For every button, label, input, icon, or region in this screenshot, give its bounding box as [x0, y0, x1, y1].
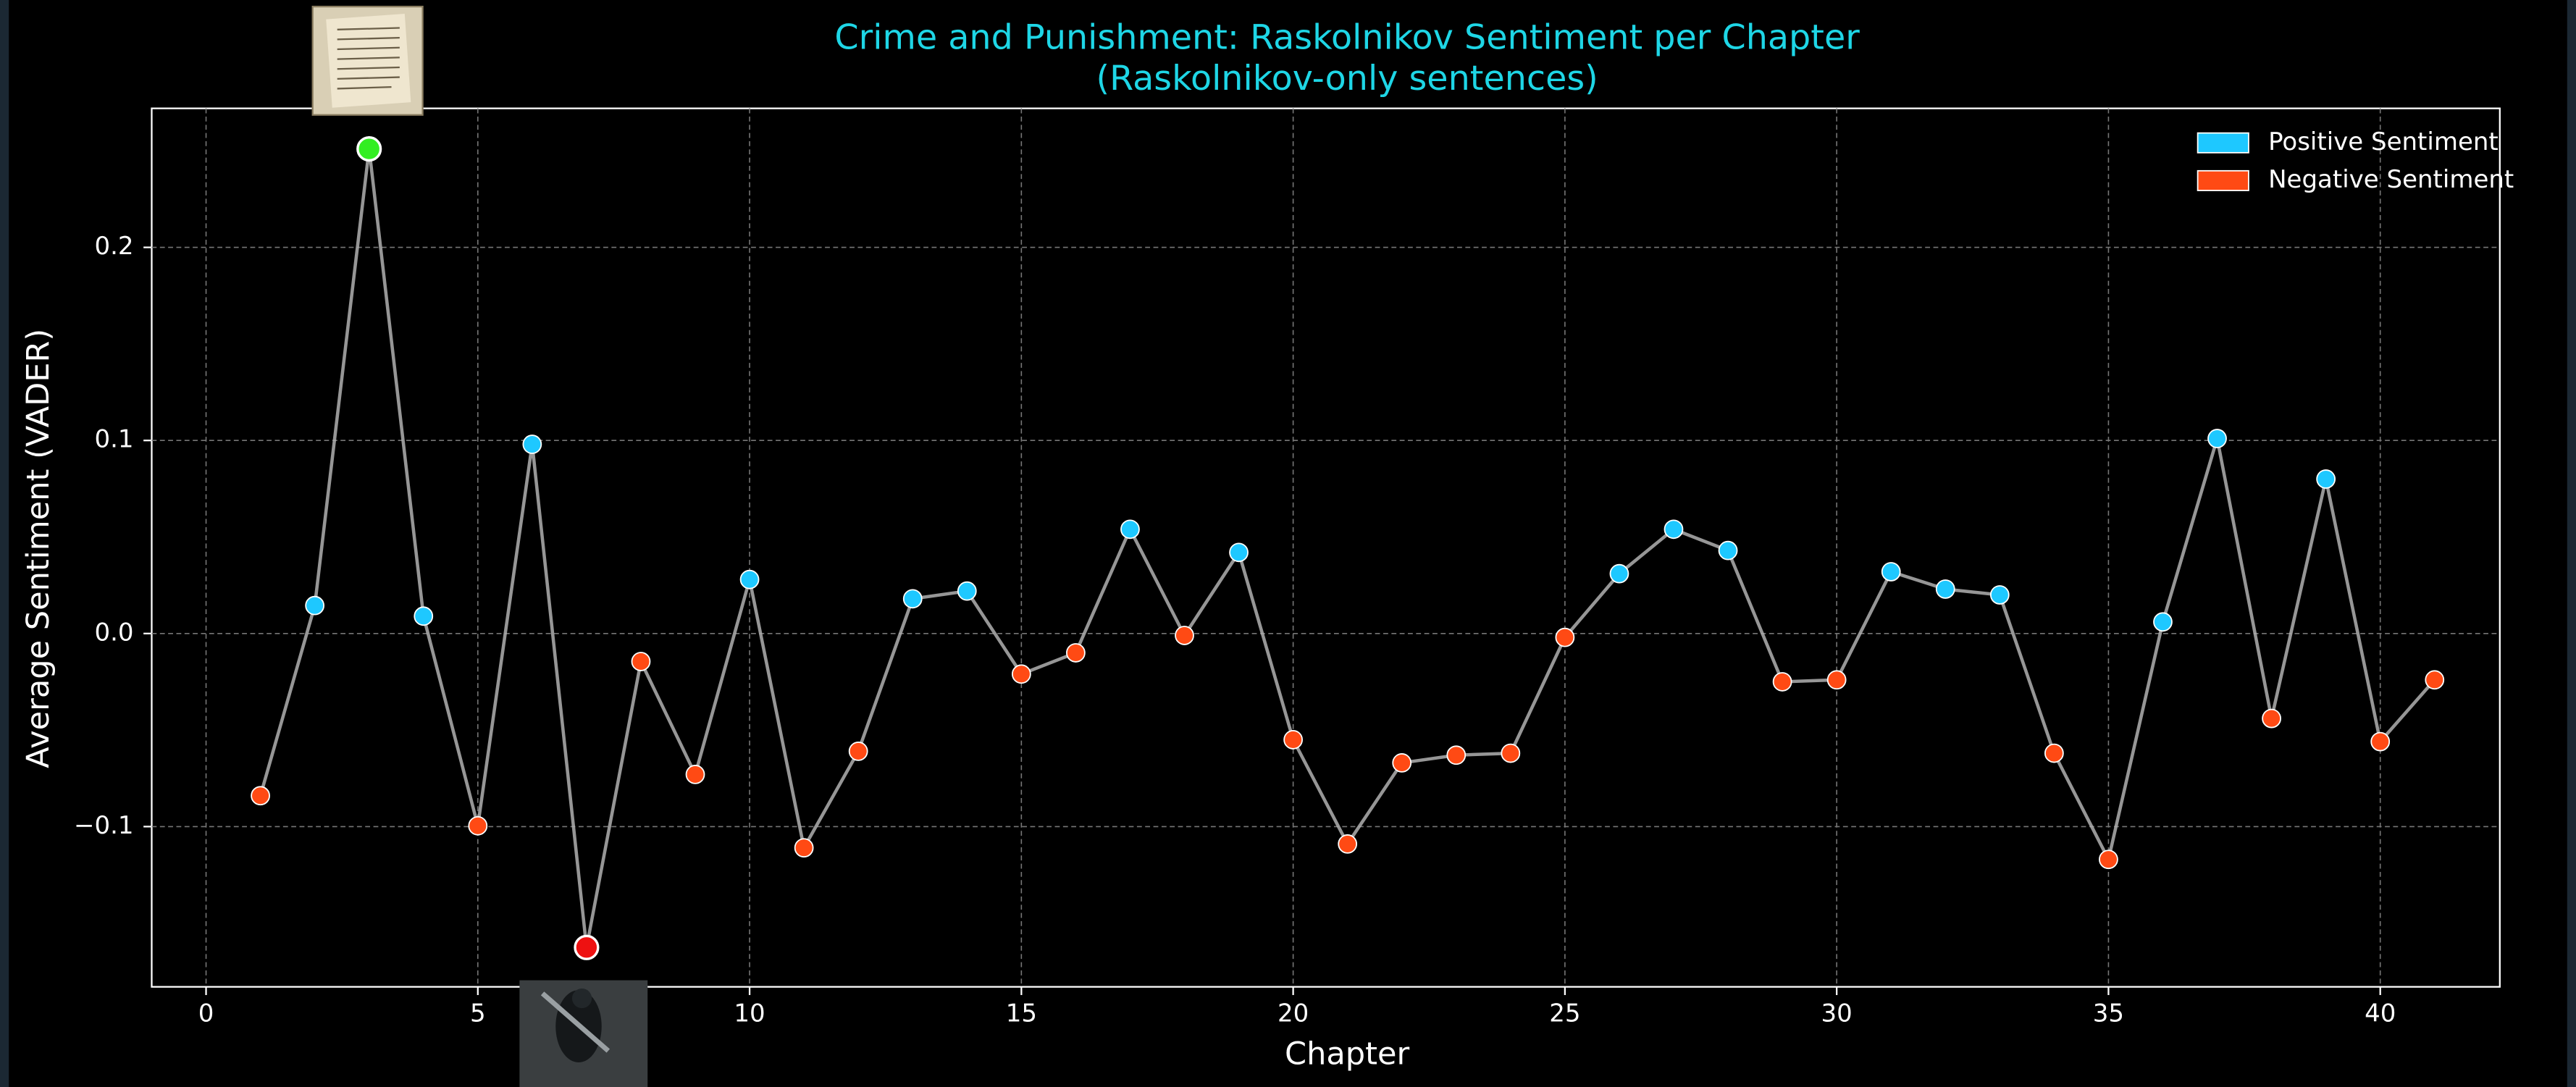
data-point: [685, 765, 705, 784]
data-point: [2316, 469, 2336, 489]
x-tick-label: 30: [1821, 999, 1853, 1028]
plot-area: −0.1 0.0 0.1 0.2 0 5 10 15 20 25 30 35 40 Positive Se…: [74, 108, 2514, 1028]
data-point: [1120, 519, 1140, 540]
data-point: [1066, 643, 1086, 663]
data-point: [1011, 664, 1031, 684]
data-point: [305, 595, 325, 616]
data-point: [1664, 519, 1684, 540]
data-point: [1283, 730, 1303, 750]
data-point: [1229, 542, 1249, 563]
y-tick-label: 0.0: [94, 618, 133, 647]
data-point: [414, 606, 434, 626]
data-point: [848, 742, 868, 761]
legend-label: Negative Sentiment: [2268, 165, 2514, 194]
data-point: [1501, 743, 1521, 763]
data-point: [468, 815, 488, 836]
x-tick-label: 40: [2365, 999, 2396, 1028]
plot-frame: [151, 107, 2501, 988]
legend-label: Positive Sentiment: [2268, 127, 2499, 156]
legend-swatch: [2197, 169, 2249, 191]
data-point: [1772, 672, 1792, 692]
data-point: [1446, 745, 1467, 765]
y-tick-label: −0.1: [74, 811, 134, 840]
data-point: [2099, 849, 2118, 870]
x-tick-label: 10: [734, 999, 765, 1028]
data-point: [794, 838, 814, 858]
chart-title: Crime and Punishment: Raskolnikov Sentim…: [834, 17, 1860, 57]
min-point: [574, 934, 600, 960]
y-tick-label: 0.1: [94, 425, 133, 454]
data-point: [251, 786, 270, 806]
data-point: [902, 589, 923, 609]
data-point: [2425, 670, 2445, 690]
x-tick-label: 35: [2093, 999, 2124, 1028]
y-axis-label: Average Sentiment (VADER): [20, 329, 56, 768]
data-point: [1718, 540, 1738, 561]
data-point: [2370, 731, 2391, 752]
data-point: [1989, 585, 2010, 605]
axe-thumbnail: [519, 980, 648, 1087]
x-axis-label: Chapter: [1285, 1036, 1410, 1072]
data-point: [2153, 612, 2173, 632]
background: [9, 0, 2567, 1087]
x-tick-label: 25: [1549, 999, 1580, 1028]
data-point: [631, 652, 651, 671]
data-point: [2207, 429, 2227, 448]
data-point: [1826, 670, 1847, 690]
data-point: [2262, 708, 2281, 729]
data-point: [1881, 562, 1901, 582]
x-tick-label: 20: [1277, 999, 1309, 1028]
data-point: [1392, 753, 1412, 773]
data-point: [957, 581, 977, 601]
data-point: [522, 435, 542, 454]
data-point: [2044, 743, 2064, 763]
data-point: [1338, 834, 1358, 854]
data-point: [1555, 627, 1575, 647]
legend-swatch: [2197, 132, 2249, 154]
x-tick-label: 15: [1006, 999, 1037, 1028]
data-point: [1935, 579, 1955, 599]
data-point: [1609, 563, 1629, 584]
x-tick-label: 5: [470, 999, 486, 1028]
chart-subtitle: (Raskolnikov-only sentences): [1096, 59, 1598, 98]
y-tick-label: 0.2: [94, 232, 133, 261]
max-point: [356, 136, 382, 162]
data-point: [739, 569, 760, 589]
paper-thumbnail: [311, 5, 424, 116]
x-tick-label: 0: [198, 999, 214, 1028]
data-point: [1175, 626, 1194, 645]
